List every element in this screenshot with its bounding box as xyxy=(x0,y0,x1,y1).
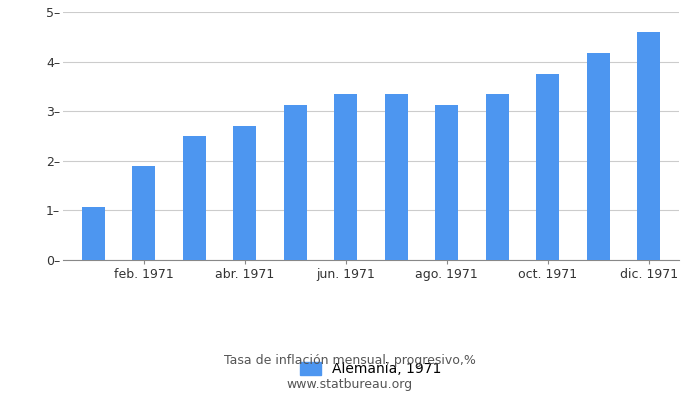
Bar xyxy=(284,105,307,260)
Bar xyxy=(385,94,407,260)
Text: Tasa de inflación mensual, progresivo,%: Tasa de inflación mensual, progresivo,% xyxy=(224,354,476,367)
Text: www.statbureau.org: www.statbureau.org xyxy=(287,378,413,391)
Bar xyxy=(587,53,610,260)
Bar xyxy=(132,166,155,260)
Bar xyxy=(637,32,660,260)
Bar xyxy=(335,94,357,260)
Bar xyxy=(435,105,458,260)
Bar xyxy=(82,207,105,260)
Bar xyxy=(536,74,559,260)
Bar xyxy=(183,136,206,260)
Bar xyxy=(486,94,509,260)
Bar xyxy=(233,126,256,260)
Legend: Alemania, 1971: Alemania, 1971 xyxy=(295,357,447,382)
